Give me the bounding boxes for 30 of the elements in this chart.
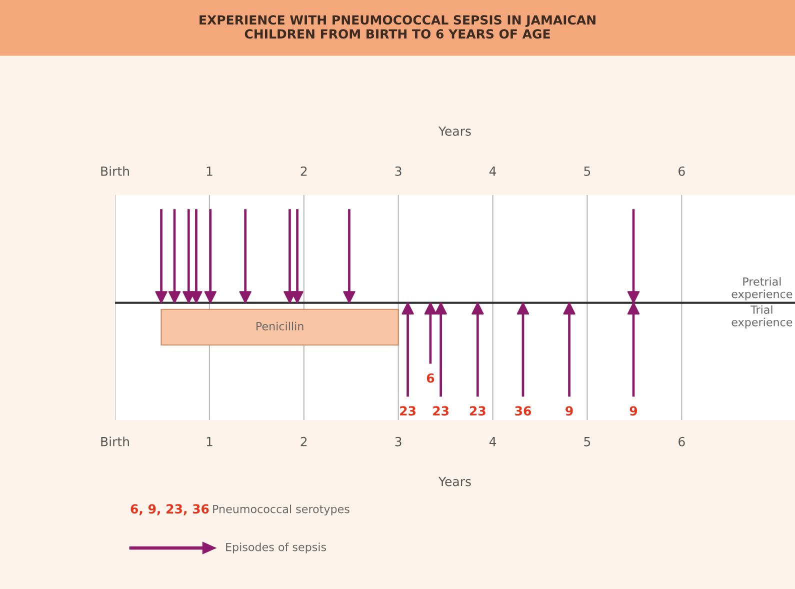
text: Pneumococcal serotypes [213, 504, 350, 516]
annotation: 9 [566, 406, 573, 416]
annotation: 23 [470, 406, 486, 416]
annotation: 23 [433, 406, 449, 416]
x-tick-label: 1 [206, 437, 212, 446]
x2-tick-label: 5 [584, 166, 590, 176]
text: Trial experience [732, 305, 792, 328]
band-label: Penicillin [256, 322, 304, 330]
x-axis-title: Years [438, 476, 471, 486]
text: 6, 9, 23, 36 [130, 504, 209, 516]
x-tick-label: 2 [300, 436, 307, 446]
x-tick-label: 6 [678, 436, 685, 446]
x2-tick-label: Birth [101, 166, 129, 176]
text: Pretrial experience [732, 277, 792, 300]
x2-tick-label: 1 [206, 166, 212, 176]
text: Episodes of sepsis [226, 542, 326, 554]
x2-axis-title: Years [438, 126, 471, 136]
x2-tick-label: 3 [395, 166, 402, 176]
x2-tick-label: 4 [489, 166, 496, 176]
x-tick-label: Birth [101, 436, 129, 446]
annotation: 9 [630, 406, 638, 416]
annotation: 36 [515, 406, 532, 416]
x-tick-label: 3 [395, 436, 402, 446]
x2-tick-label: 2 [300, 166, 307, 176]
x-tick-label: 5 [584, 437, 590, 446]
annotation: 6 [426, 373, 434, 383]
annotation: 23 [400, 406, 416, 416]
chart-title: EXPERIENCE WITH PNEUMOCOCCAL SEPSIS IN JAMAICAN CHILDREN FROM BIRTH TO 6 YEARS OF AGE [200, 15, 596, 39]
x-tick-label: 4 [489, 437, 496, 446]
x2-tick-label: 6 [678, 166, 685, 176]
